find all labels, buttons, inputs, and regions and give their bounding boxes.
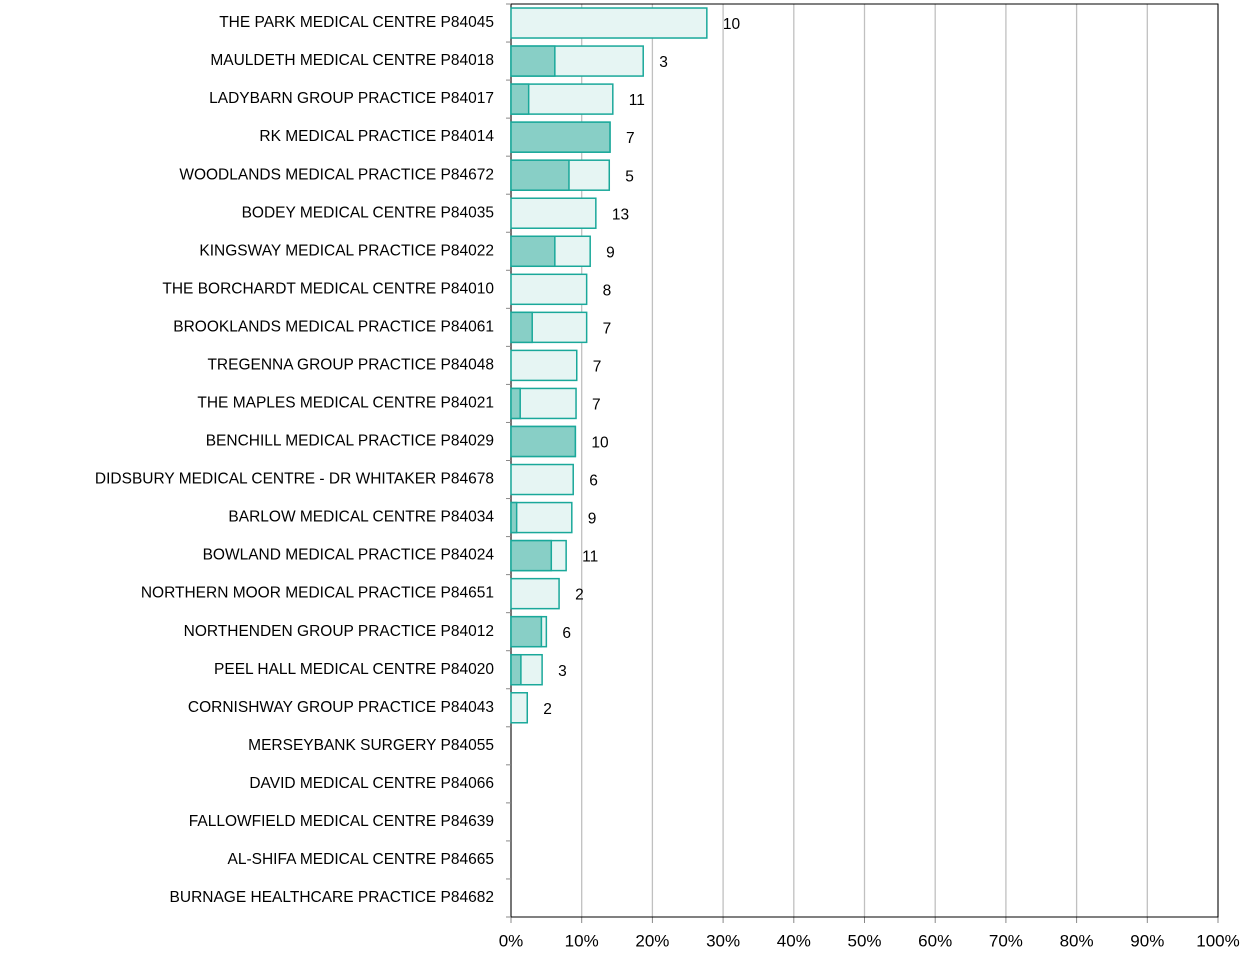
bar-label: 9 (606, 244, 615, 261)
x-tick-label: 40% (777, 931, 811, 950)
inner-bar (510, 83, 530, 115)
x-tick-label: 60% (918, 931, 952, 950)
inner-bar (510, 653, 522, 686)
x-tick-label: 20% (635, 931, 669, 950)
inner-bar (510, 235, 556, 268)
inner-bar (510, 501, 518, 534)
inner-bar (510, 121, 611, 153)
y-tick-label: BROOKLANDS MEDICAL PRACTICE P84061 (173, 318, 494, 335)
inner-bar (510, 425, 577, 458)
inner-bar (510, 45, 556, 77)
y-tick-label: DIDSBURY MEDICAL CENTRE - DR WHITAKER P8… (95, 471, 494, 488)
y-tick-label: TREGENNA GROUP PRACTICE P84048 (207, 356, 494, 373)
outer-bar (510, 273, 588, 306)
y-tick-label: RK MEDICAL PRACTICE P84014 (259, 128, 494, 145)
outer-bar (510, 197, 597, 229)
bar-label: 10 (591, 435, 609, 452)
y-tick-label: THE BORCHARDT MEDICAL CENTRE P84010 (162, 280, 494, 297)
x-tick-label: 0% (499, 931, 524, 950)
bar-label: 13 (612, 206, 629, 223)
y-tick-label: NORTHENDEN GROUP PRACTICE P84012 (184, 623, 494, 640)
x-tick-label: 10% (565, 931, 599, 950)
y-tick-label: LADYBARN GROUP PRACTICE P84017 (209, 90, 494, 107)
outer-bar (510, 577, 560, 610)
y-tick-label: MAULDETH MEDICAL CENTRE P84018 (210, 52, 494, 69)
y-tick-label: WOODLANDS MEDICAL PRACTICE P84672 (179, 166, 494, 183)
y-tick-label: BODEY MEDICAL CENTRE P84035 (242, 204, 494, 221)
x-tick-label: 50% (847, 931, 881, 950)
outer-bar (510, 501, 573, 534)
outer-bar (510, 349, 578, 382)
bar-label: 9 (588, 511, 597, 528)
y-tick-label: MERSEYBANK SURGERY P84055 (248, 737, 494, 754)
bar-label: 3 (558, 663, 567, 680)
outer-bar (510, 7, 708, 39)
bar-label: 11 (629, 92, 645, 109)
outer-bar (510, 387, 577, 420)
y-tick-label: BENCHILL MEDICAL PRACTICE P84029 (206, 433, 494, 450)
x-tick-label: 90% (1130, 931, 1164, 950)
bar-label: 7 (603, 320, 612, 337)
bar-label: 6 (589, 473, 598, 490)
inner-bar (510, 615, 543, 648)
inner-bar (510, 387, 521, 420)
bar-label: 5 (625, 168, 634, 185)
y-tick-label: FALLOWFIELD MEDICAL CENTRE P84639 (189, 813, 494, 830)
inner-bar (510, 159, 570, 191)
y-tick-label: BOWLAND MEDICAL PRACTICE P84024 (203, 547, 495, 564)
outer-bar (510, 692, 529, 724)
x-tick-label: 70% (989, 931, 1023, 950)
y-tick-label: AL-SHIFA MEDICAL CENTRE P84665 (228, 851, 494, 868)
y-tick-label: BARLOW MEDICAL CENTRE P84034 (228, 509, 494, 526)
x-tick-label: 30% (706, 931, 740, 950)
y-tick-label: THE MAPLES MEDICAL CENTRE P84021 (197, 395, 494, 412)
x-tick-label: 80% (1060, 931, 1094, 950)
outer-bar (510, 463, 574, 496)
x-tick-label: 100% (1196, 931, 1239, 950)
y-tick-label: BURNAGE HEALTHCARE PRACTICE P84682 (170, 889, 494, 906)
y-tick-label: CORNISHWAY GROUP PRACTICE P84043 (188, 699, 494, 716)
bar-label: 2 (575, 587, 584, 604)
bar-label: 8 (603, 282, 612, 299)
inner-bar (510, 311, 533, 344)
bar-label: 7 (593, 358, 602, 375)
y-tick-label: THE PARK MEDICAL CENTRE P84045 (219, 14, 494, 31)
y-tick-label: NORTHERN MOOR MEDICAL PRACTICE P84651 (141, 585, 494, 602)
y-tick-label: DAVID MEDICAL CENTRE P84066 (249, 775, 494, 792)
bar-label: 7 (592, 397, 601, 414)
bar-label: 2 (543, 701, 552, 718)
bar-label: 3 (659, 54, 668, 71)
y-tick-label: PEEL HALL MEDICAL CENTRE P84020 (214, 661, 494, 678)
bar-label: 7 (626, 130, 635, 147)
bar-label: 10 (723, 16, 741, 33)
inner-bar (510, 539, 553, 572)
bar-label: 6 (562, 625, 571, 642)
bar-label: 11 (582, 549, 598, 566)
y-tick-label: KINGSWAY MEDICAL PRACTICE P84022 (199, 242, 494, 259)
